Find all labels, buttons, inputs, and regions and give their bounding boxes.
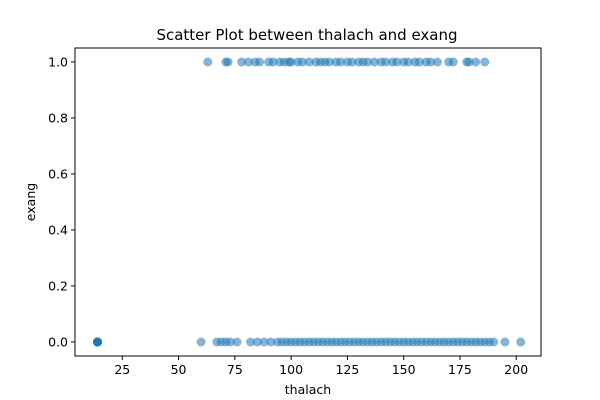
y-axis-label: exang — [23, 183, 38, 221]
data-point — [232, 337, 242, 347]
data-point — [246, 337, 256, 347]
y-tick-label: 0.2 — [48, 279, 68, 294]
data-point — [93, 337, 103, 347]
y-tick-label: 0.4 — [48, 223, 68, 238]
data-point — [426, 57, 436, 67]
data-point — [223, 57, 233, 67]
x-axis-label: thalach — [285, 382, 331, 397]
data-point — [336, 57, 346, 67]
data-point — [203, 57, 213, 67]
data-point — [403, 57, 413, 67]
data-point — [432, 57, 442, 67]
data-point — [324, 57, 334, 67]
data-point — [266, 337, 276, 347]
data-point — [381, 57, 391, 67]
y-tick-label: 0.0 — [48, 335, 68, 350]
data-point — [286, 57, 296, 67]
data-point — [516, 337, 526, 347]
y-tick-label: 0.8 — [48, 111, 68, 126]
x-tick-label: 25 — [114, 362, 130, 377]
x-tick-label: 150 — [392, 362, 416, 377]
x-axis-ticks: 25 50 75 100 125 150 175 200 — [114, 356, 528, 377]
y-axis-ticks: 0.0 0.2 0.4 0.6 0.8 1.0 — [48, 55, 75, 350]
data-point — [392, 57, 402, 67]
data-point — [363, 57, 373, 67]
x-tick-label: 50 — [171, 362, 187, 377]
data-point — [480, 57, 490, 67]
data-point — [471, 57, 481, 67]
points-layer — [93, 57, 526, 347]
x-tick-label: 100 — [279, 362, 303, 377]
data-point — [196, 337, 206, 347]
data-point — [243, 57, 253, 67]
data-point — [225, 337, 235, 347]
data-point — [464, 57, 474, 67]
data-point — [304, 57, 314, 67]
data-point — [500, 337, 510, 347]
data-point — [369, 57, 379, 67]
data-point — [448, 57, 458, 67]
data-point — [268, 57, 278, 67]
data-point — [347, 57, 357, 67]
chart-title: Scatter Plot between thalach and exang — [156, 26, 457, 44]
x-tick-label: 75 — [227, 362, 243, 377]
data-point — [297, 57, 307, 67]
y-tick-label: 1.0 — [48, 55, 68, 70]
data-point — [489, 337, 499, 347]
y-tick-label: 0.6 — [48, 167, 68, 182]
data-point — [259, 337, 269, 347]
data-point — [252, 337, 262, 347]
data-point — [414, 57, 424, 67]
x-tick-label: 125 — [335, 362, 359, 377]
data-point — [255, 57, 265, 67]
plot-frame — [74, 47, 542, 357]
x-tick-label: 200 — [504, 362, 528, 377]
data-point — [237, 57, 247, 67]
x-tick-label: 175 — [448, 362, 472, 377]
